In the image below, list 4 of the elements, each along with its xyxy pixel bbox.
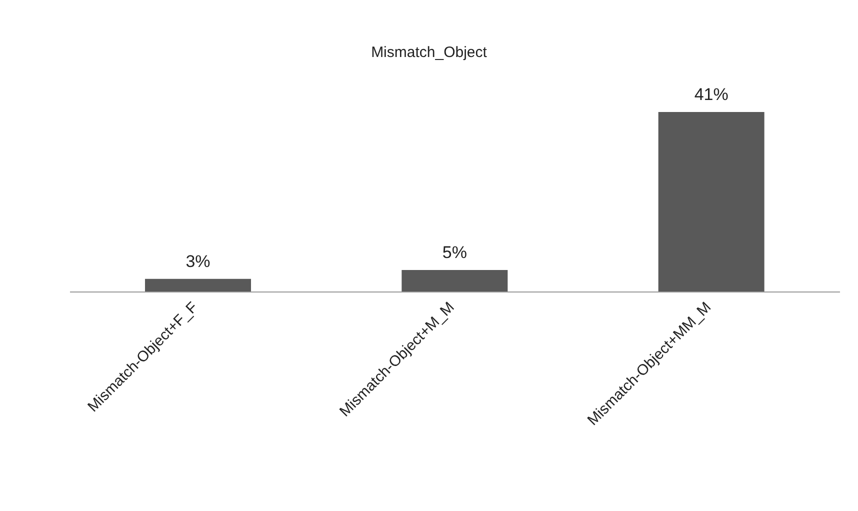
data-label: 5% <box>442 243 467 262</box>
data-label: 3% <box>186 252 210 271</box>
data-label: 41% <box>694 85 728 104</box>
chart-title: Mismatch_Object <box>370 44 488 61</box>
